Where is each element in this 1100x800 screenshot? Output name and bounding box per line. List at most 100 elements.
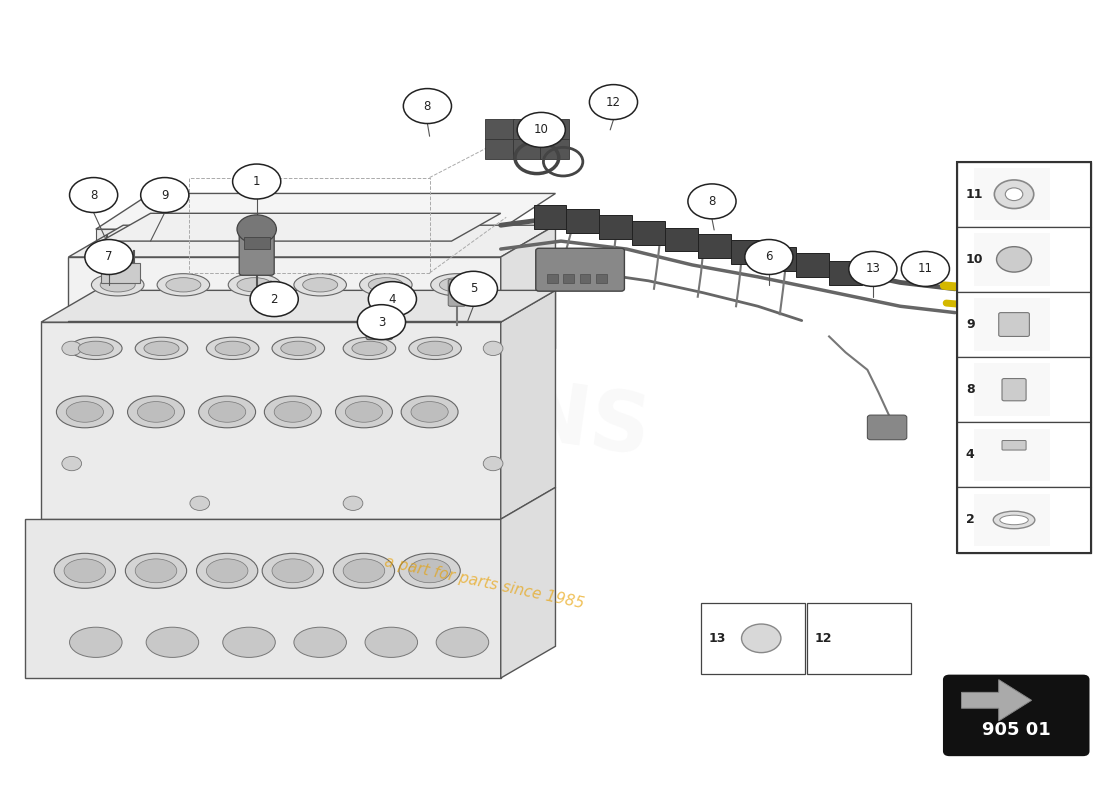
Ellipse shape (343, 338, 396, 359)
Ellipse shape (336, 396, 393, 428)
Ellipse shape (360, 274, 412, 296)
Bar (807, 602, 911, 674)
Text: 8: 8 (90, 189, 97, 202)
Circle shape (250, 282, 298, 317)
Ellipse shape (1000, 515, 1028, 525)
Ellipse shape (209, 402, 245, 422)
Ellipse shape (135, 338, 188, 359)
Text: 9: 9 (161, 189, 168, 202)
Ellipse shape (294, 274, 346, 296)
Polygon shape (96, 229, 500, 241)
Text: 4: 4 (388, 293, 396, 306)
Ellipse shape (352, 342, 387, 355)
Bar (974, 429, 1050, 481)
FancyBboxPatch shape (566, 210, 600, 233)
Polygon shape (96, 194, 556, 229)
Text: 8: 8 (966, 383, 975, 396)
FancyBboxPatch shape (632, 222, 664, 245)
Bar (974, 298, 1050, 350)
Polygon shape (500, 487, 556, 678)
Ellipse shape (64, 559, 106, 582)
Polygon shape (961, 680, 1032, 721)
Circle shape (483, 457, 503, 470)
Circle shape (590, 85, 638, 119)
Ellipse shape (368, 278, 404, 292)
Polygon shape (41, 322, 501, 519)
Ellipse shape (418, 342, 452, 355)
FancyBboxPatch shape (664, 228, 697, 251)
FancyBboxPatch shape (829, 261, 862, 285)
Ellipse shape (294, 627, 346, 658)
Ellipse shape (345, 402, 383, 422)
Circle shape (997, 246, 1032, 272)
Ellipse shape (207, 559, 248, 582)
Ellipse shape (125, 554, 187, 588)
Ellipse shape (138, 402, 175, 422)
Ellipse shape (135, 559, 177, 582)
FancyBboxPatch shape (485, 118, 514, 139)
Circle shape (236, 215, 276, 243)
Ellipse shape (440, 278, 474, 292)
Ellipse shape (437, 627, 488, 658)
Ellipse shape (216, 342, 250, 355)
Bar (957, 357, 1091, 422)
Ellipse shape (264, 396, 321, 428)
FancyBboxPatch shape (944, 676, 1089, 755)
Ellipse shape (399, 554, 460, 588)
FancyBboxPatch shape (513, 138, 541, 159)
Polygon shape (500, 290, 556, 519)
Circle shape (849, 251, 896, 286)
FancyBboxPatch shape (763, 246, 796, 270)
Text: 7: 7 (106, 250, 112, 263)
FancyBboxPatch shape (868, 415, 906, 440)
Ellipse shape (69, 627, 122, 658)
Bar (957, 162, 1091, 553)
Text: ELUSIONS: ELUSIONS (183, 327, 656, 473)
Ellipse shape (91, 274, 144, 296)
Bar (957, 292, 1091, 357)
Polygon shape (68, 257, 500, 384)
Text: 12: 12 (606, 95, 621, 109)
Text: 8: 8 (708, 195, 716, 208)
Ellipse shape (333, 554, 395, 588)
Polygon shape (101, 214, 500, 241)
Circle shape (404, 89, 451, 123)
Ellipse shape (409, 559, 450, 582)
Ellipse shape (207, 338, 258, 359)
FancyBboxPatch shape (243, 237, 270, 249)
Text: 13: 13 (866, 262, 880, 275)
Circle shape (688, 184, 736, 219)
FancyBboxPatch shape (448, 279, 465, 306)
Text: 905 01: 905 01 (982, 721, 1050, 738)
Ellipse shape (228, 274, 280, 296)
Ellipse shape (409, 338, 461, 359)
FancyBboxPatch shape (697, 234, 730, 258)
FancyBboxPatch shape (540, 118, 569, 139)
Text: 11: 11 (917, 262, 933, 275)
Polygon shape (41, 290, 556, 322)
Ellipse shape (365, 627, 418, 658)
Ellipse shape (280, 342, 316, 355)
Circle shape (368, 282, 417, 317)
Bar (974, 494, 1050, 546)
FancyBboxPatch shape (513, 118, 541, 139)
FancyBboxPatch shape (580, 274, 591, 283)
Ellipse shape (262, 554, 323, 588)
FancyBboxPatch shape (366, 322, 393, 340)
Bar (974, 363, 1050, 416)
Circle shape (85, 239, 133, 274)
Ellipse shape (144, 342, 179, 355)
Text: 12: 12 (815, 632, 833, 645)
Bar (957, 422, 1091, 487)
Ellipse shape (56, 396, 113, 428)
Text: 8: 8 (424, 99, 431, 113)
Ellipse shape (166, 278, 201, 292)
Text: 1: 1 (253, 175, 261, 188)
Polygon shape (68, 226, 556, 257)
Ellipse shape (54, 554, 116, 588)
Circle shape (141, 178, 189, 213)
Text: a part for parts since 1985: a part for parts since 1985 (383, 554, 585, 611)
Bar (957, 162, 1091, 227)
FancyBboxPatch shape (534, 206, 566, 229)
Ellipse shape (343, 559, 385, 582)
